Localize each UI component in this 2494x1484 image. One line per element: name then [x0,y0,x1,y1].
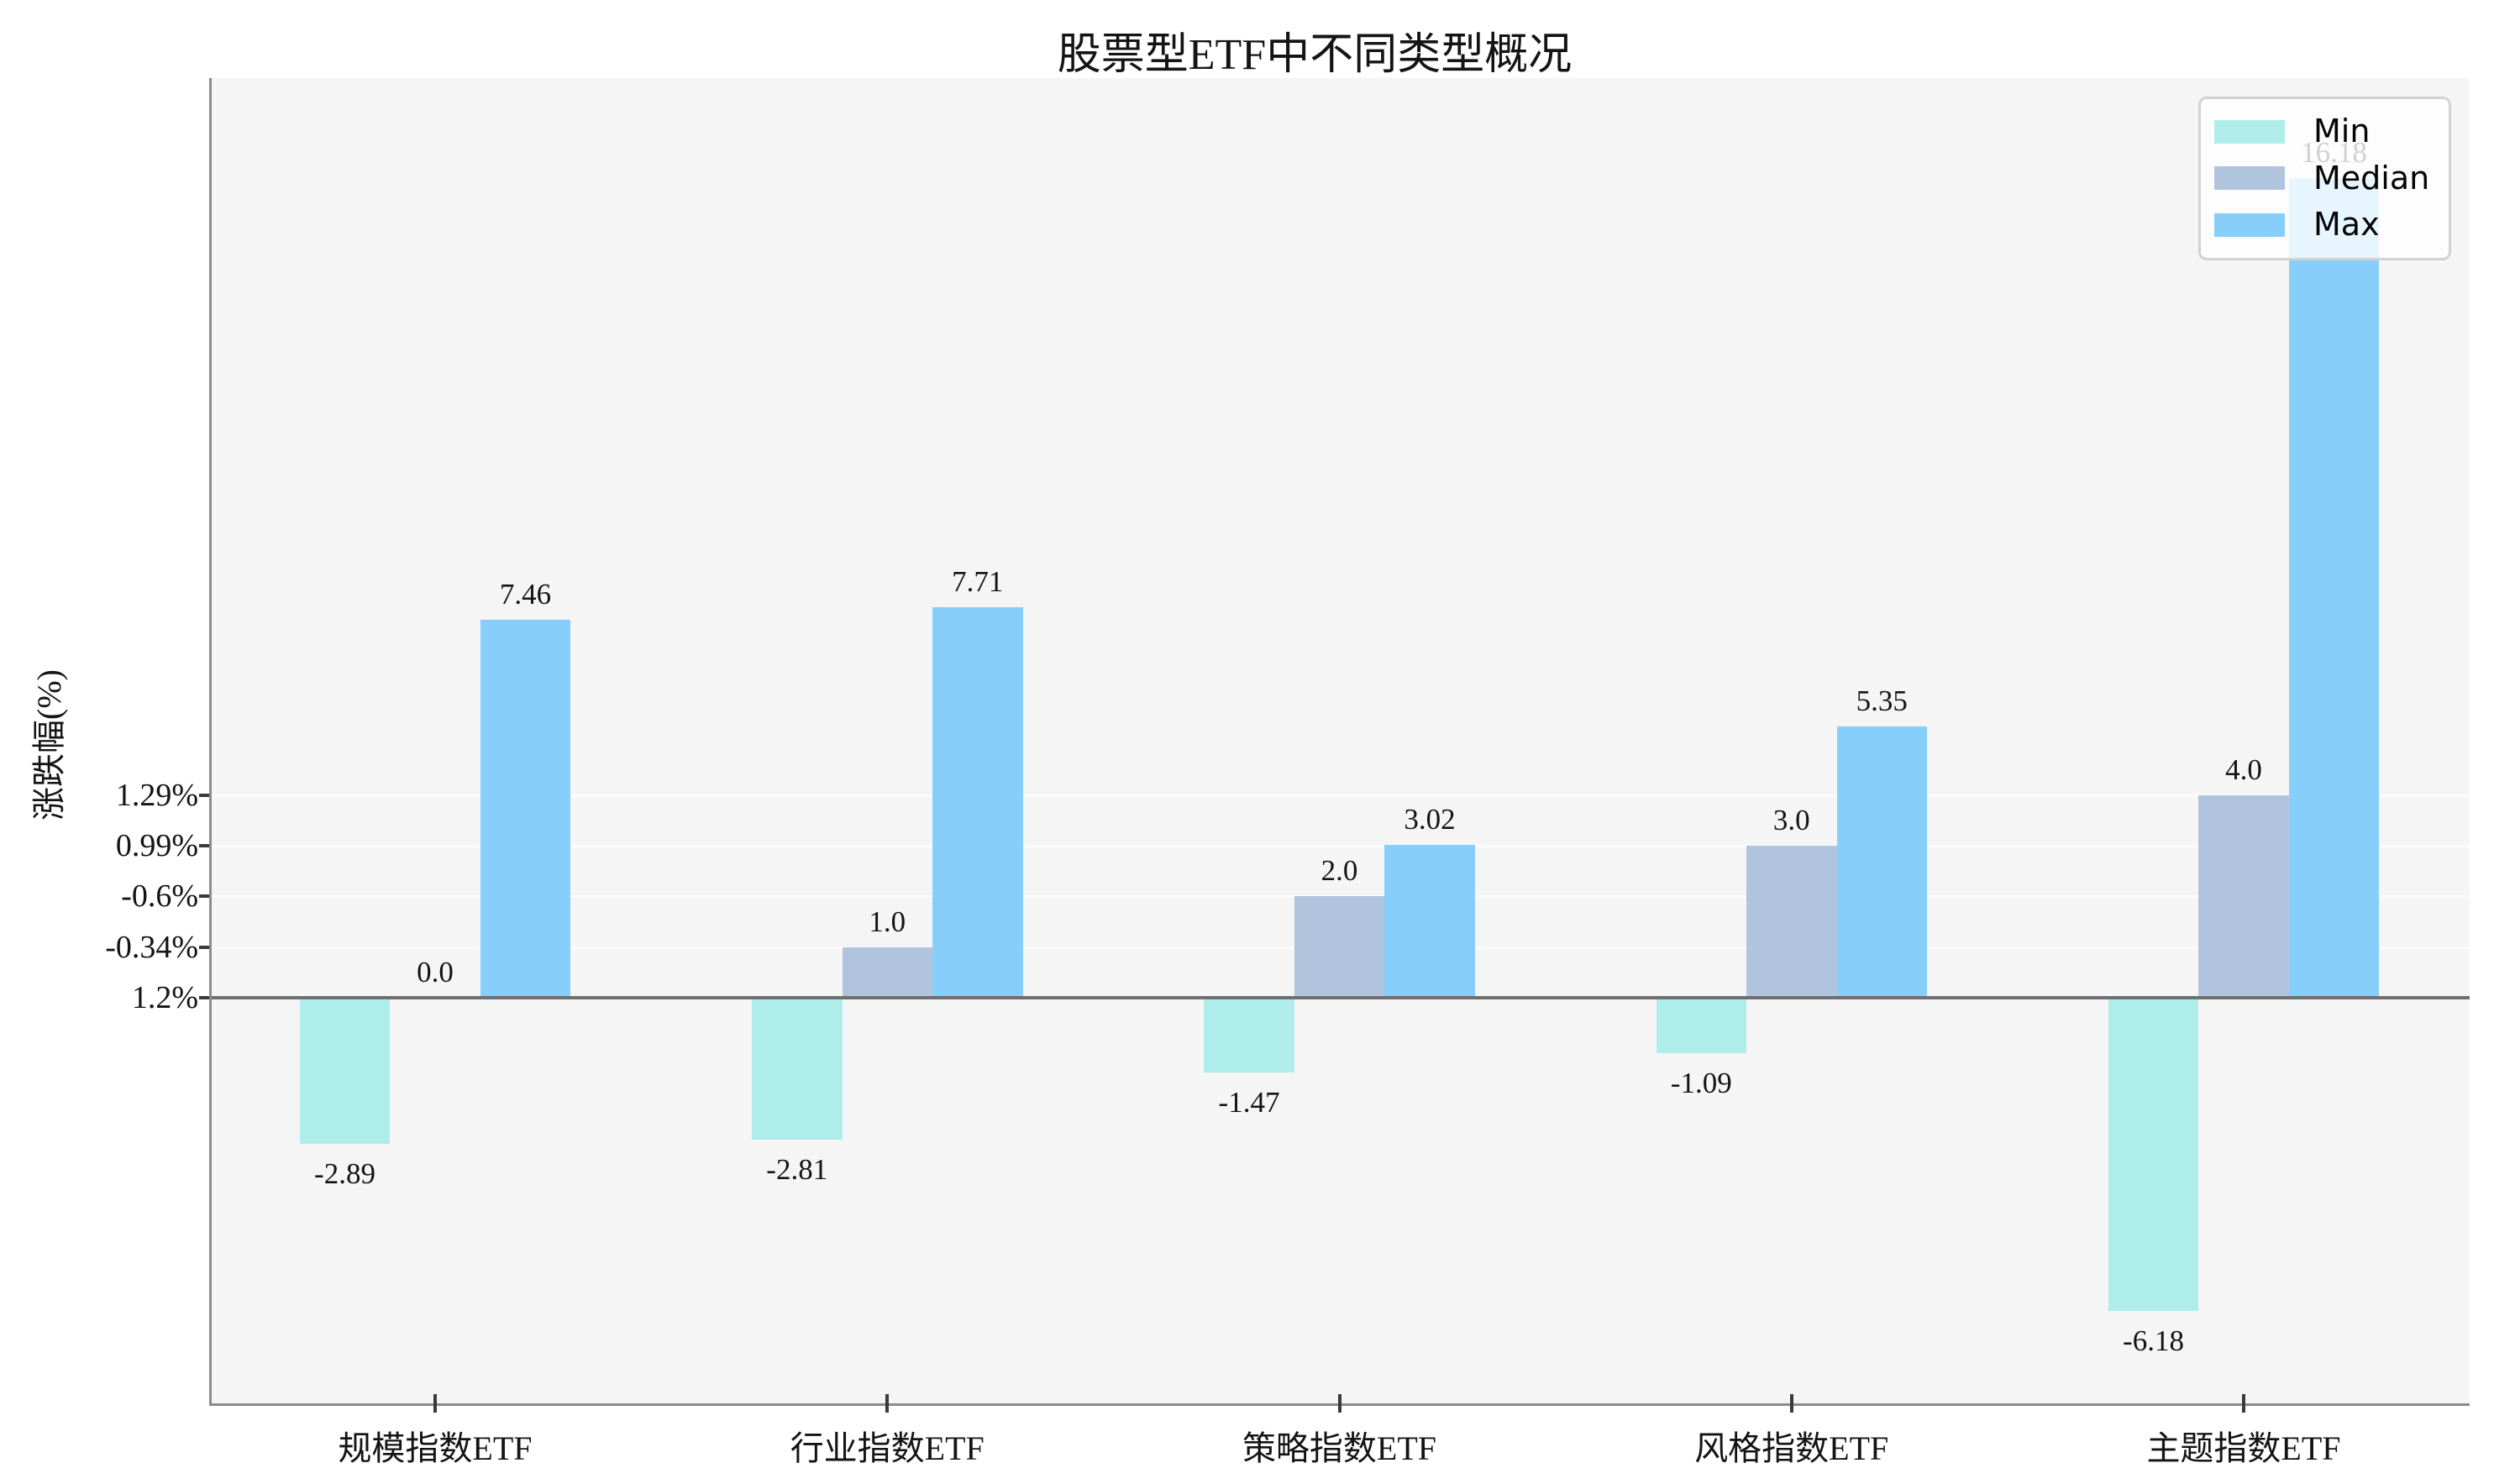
bar-min-c1 [752,998,843,1141]
bar-min-c2 [1204,998,1294,1072]
value-label-min-c3: -1.09 [1670,1066,1732,1099]
value-label-max-c0: 7.46 [499,578,552,611]
y-tick-mark [199,996,209,999]
x-tick-label-c4: 主题指数ETF [2146,1429,2341,1467]
bar-max-c1 [932,607,1023,998]
left-spine [209,78,212,1406]
y-tick-mark [199,894,209,899]
x-tick-label-c2: 策略指数ETF [1242,1429,1437,1467]
value-label-median-c3: 3.0 [1772,804,1810,837]
x-tick-mark [1337,1394,1342,1413]
gridline [212,845,2470,848]
value-label-max-c3: 5.35 [1856,684,1908,718]
zero-line [212,996,2470,999]
value-label-median-c1: 1.0 [869,905,906,938]
legend-swatch-median-icon [2214,166,2285,191]
y-tick-label-2: -0.6% [121,878,198,915]
legend-row-min: Min [2214,112,2435,149]
y-tick-mark [199,844,209,848]
bar-median-c2 [1294,896,1385,998]
bar-median-c3 [1746,846,1837,998]
x-tick-label-c1: 行业指数ETF [790,1429,984,1467]
chart-title: 股票型ETF中不同类型概况 [1057,31,1573,79]
bar-max-c4 [2288,178,2380,998]
bar-min-c0 [299,998,391,1145]
y-tick-label-1: 0.99% [115,828,198,864]
value-label-max-c1: 7.71 [952,565,1004,599]
bar-min-c3 [1656,998,1746,1053]
legend-label-max: Max [2313,206,2380,244]
legend-row-max: Max [2214,207,2435,243]
x-tick-mark [433,1394,437,1413]
bar-max-c3 [1836,726,1927,998]
y-tick-label-4: 1.2% [131,980,198,1015]
legend: Min Median Max [2198,97,2451,260]
value-label-min-c2: -1.47 [1218,1085,1280,1119]
gridline [212,794,2470,797]
y-tick-label-0: 1.29% [115,777,198,813]
y-tick-label-3: -0.34% [105,929,198,965]
value-label-min-c1: -2.81 [766,1153,828,1187]
bar-median-c4 [2198,794,2289,998]
x-tick-mark [885,1394,890,1413]
x-tick-mark [1789,1394,1793,1413]
value-label-median-c2: 2.0 [1321,854,1358,888]
legend-row-median: Median [2214,159,2435,197]
value-label-min-c4: -6.18 [2123,1324,2184,1357]
y-tick-mark [199,945,209,949]
value-label-median-c4: 4.0 [2225,752,2262,786]
x-tick-label-c3: 风格指数ETF [1694,1429,1889,1467]
value-label-max-c2: 3.02 [1404,802,1456,836]
x-tick-label-c0: 规模指数ETF [338,1429,533,1467]
bar-median-c1 [842,947,932,998]
value-label-median-c0: 0.0 [417,956,454,988]
bar-max-c0 [480,620,571,998]
y-tick-mark [199,793,209,797]
bar-min-c4 [2108,998,2199,1311]
legend-swatch-max-icon [2214,213,2285,238]
value-label-min-c0: -2.89 [314,1157,375,1191]
x-tick-mark [2242,1394,2245,1413]
legend-label-median: Median [2313,159,2430,197]
legend-label-min: Min [2313,112,2371,149]
plot-area [212,78,2470,1406]
legend-swatch-min-icon [2214,119,2285,144]
bar-max-c2 [1384,844,1475,998]
